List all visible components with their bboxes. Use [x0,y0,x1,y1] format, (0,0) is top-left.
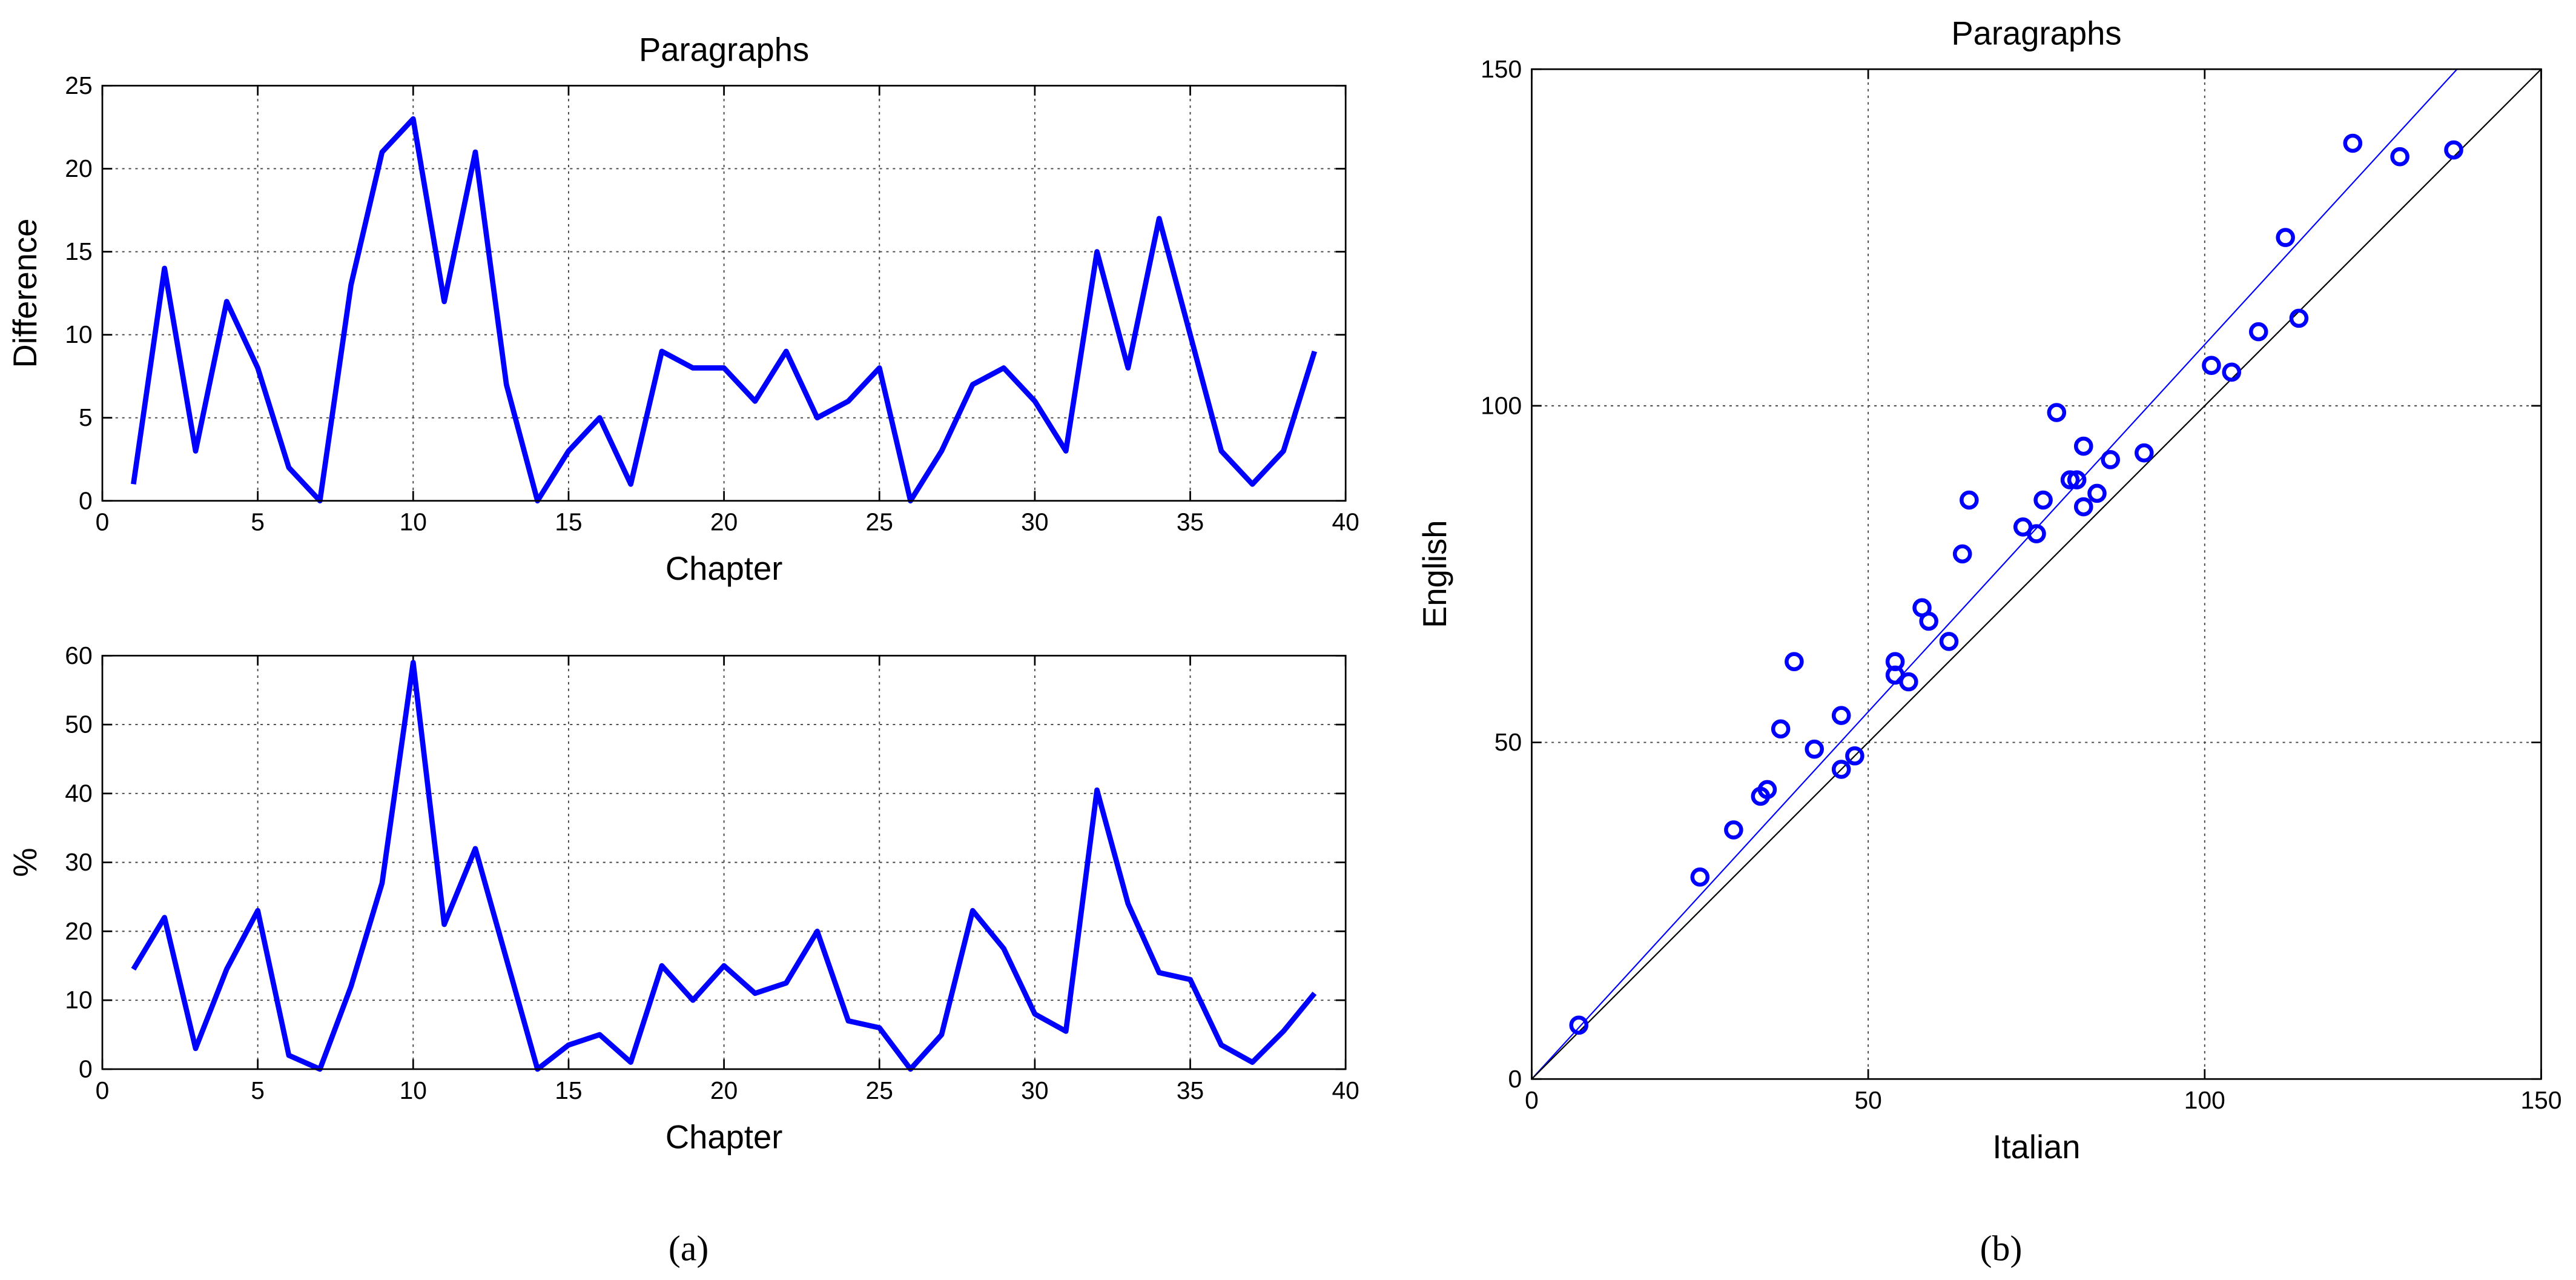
axes-frame [101,654,1347,1070]
point [1724,820,1743,840]
axes-frame [101,85,1347,502]
point [2444,140,2463,160]
y-tick-label: 0 [1508,1065,1522,1093]
x-tick-label: 40 [1332,1076,1359,1104]
point [2289,308,2309,328]
x-tick-label: 50 [1854,1086,1881,1114]
y-tick-label: 20 [65,917,92,945]
point [2248,322,2268,342]
y-tick-label: 10 [65,986,92,1014]
y-tick-label: 0 [79,486,93,514]
y-tick-label: 100 [1481,391,1522,419]
point [1569,1015,1589,1035]
y-axis-label: % [7,847,44,877]
reference-line [1531,68,2541,1079]
plot [1531,68,2541,1079]
x-tick-label: 30 [1021,1076,1048,1104]
point [2074,436,2093,456]
x-tick-label: 25 [866,508,893,536]
plot [131,116,1318,504]
x-tick-label: 0 [96,1076,110,1104]
point [1939,632,1959,651]
y-tick-label: 30 [65,848,92,876]
point [1831,760,1851,779]
plot-area [102,85,1346,501]
y-tick-label: 40 [65,779,92,807]
x-axis-label: Italian [1992,1129,2080,1166]
point [1952,544,1972,564]
y-axis-label: English [1416,520,1453,628]
x-tick-label: 5 [251,508,265,536]
chart-title: Paragraphs [1951,15,2121,51]
x-tick-label: 5 [251,1076,265,1104]
data-line [131,116,1318,504]
point [2202,356,2221,375]
point [2047,403,2067,422]
y-tick-label: 50 [1494,728,1522,756]
y-axis-label: Difference [7,219,44,368]
reference-line [1531,68,2458,1079]
point [2343,133,2363,153]
plot [131,660,1317,1072]
point [1899,672,1918,692]
x-tick-label: 150 [2520,1086,2561,1114]
point [1960,490,1979,510]
x-tick-label: 25 [866,1076,893,1104]
point [2074,497,2093,517]
x-tick-label: 15 [555,508,582,536]
x-tick-label: 15 [555,1076,582,1104]
x-tick-label: 35 [1177,508,1204,536]
y-tick-label: 25 [65,71,92,99]
point [1757,780,1777,800]
x-tick-label: 20 [710,1076,738,1104]
point [1831,706,1851,725]
x-tick-label: 0 [96,508,110,536]
point [1771,719,1791,739]
x-tick-label: 10 [400,508,427,536]
x-tick-label: 30 [1021,508,1048,536]
x-tick-label: 35 [1177,1076,1204,1104]
point [2390,147,2409,167]
y-tick-label: 50 [65,711,92,738]
point [2222,362,2242,382]
caption: (b) [1980,1228,2023,1268]
data-line [131,660,1317,1072]
x-tick-label: 10 [400,1076,427,1104]
chart-title: Paragraphs [639,32,809,68]
y-tick-label: 20 [65,154,92,182]
y-tick-label: 15 [65,237,92,265]
caption: (a) [669,1228,708,1268]
point [2135,443,2154,463]
x-tick-label: 0 [1525,1086,1539,1114]
point [1919,611,1938,631]
point [1785,652,1804,671]
point [2101,450,2121,469]
y-tick-label: 5 [79,403,93,431]
x-tick-label: 100 [2184,1086,2225,1114]
point [1690,867,1710,887]
point [1805,739,1825,759]
x-tick-label: 40 [1332,508,1359,536]
point [2276,228,2295,247]
y-tick-label: 0 [79,1055,93,1083]
axes-frame [1531,68,2542,1080]
y-tick-label: 10 [65,320,92,348]
x-axis-label: Chapter [665,550,782,587]
x-axis-label: Chapter [665,1118,782,1155]
point [2060,470,2080,489]
y-tick-label: 150 [1481,55,1522,83]
point [1845,746,1864,766]
point [2033,490,2053,510]
point [2087,483,2107,503]
x-tick-label: 20 [710,508,738,536]
point [2027,524,2046,543]
point [2067,470,2087,489]
y-tick-label: 60 [65,642,92,669]
